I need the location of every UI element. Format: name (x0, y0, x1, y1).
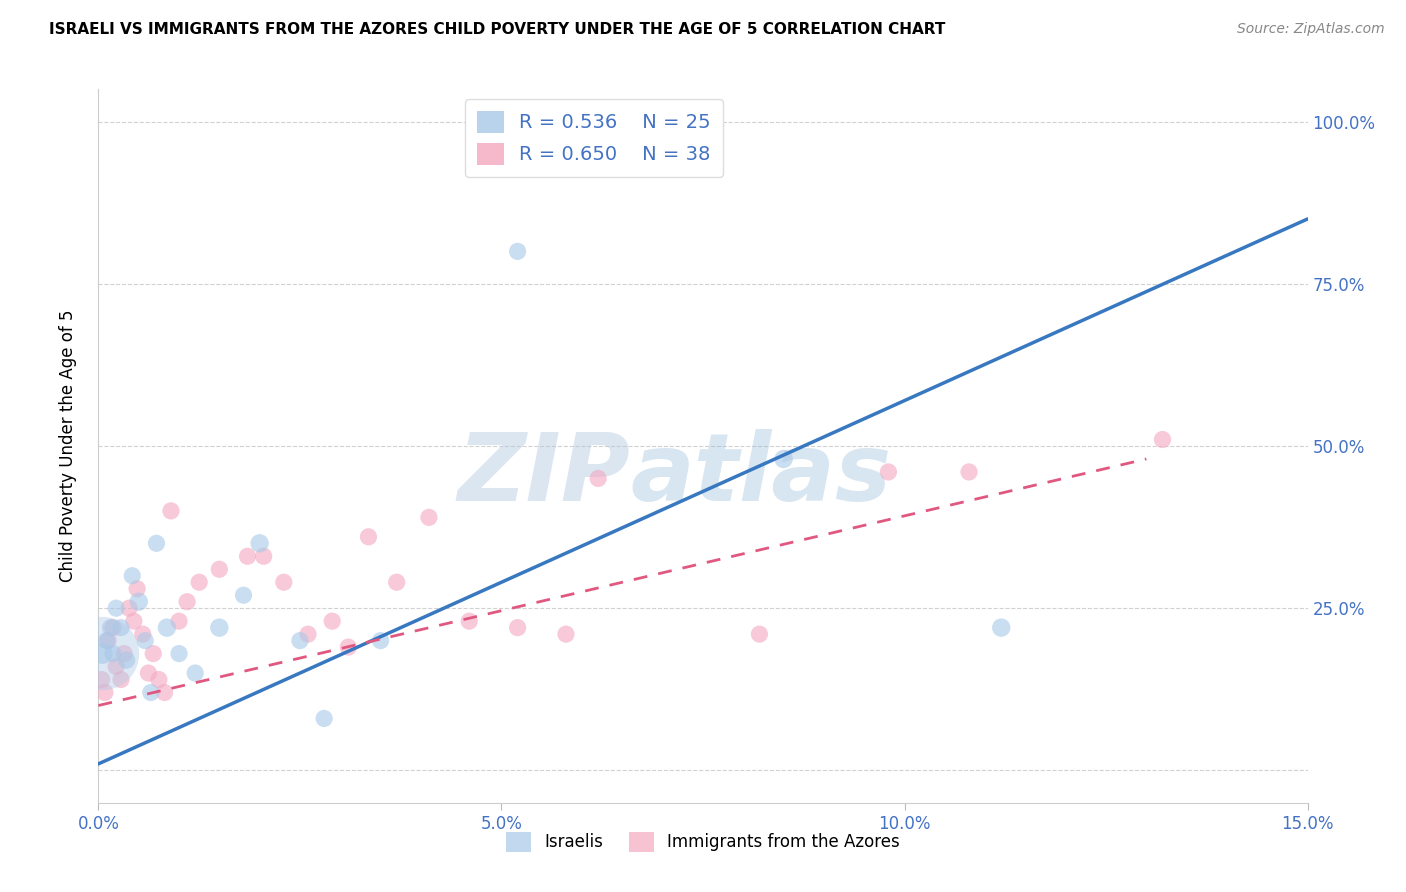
Point (134, 633, 156, 648)
Point (555, 627, 578, 641)
Point (138, 666, 160, 681)
Point (458, 614, 481, 628)
Point (167, 614, 190, 628)
Text: Source: ZipAtlas.com: Source: ZipAtlas.com (1237, 22, 1385, 37)
Point (105, 601, 128, 615)
Point (110, 621, 132, 635)
Point (148, 673, 170, 687)
Point (100, 621, 122, 635)
Point (188, 575, 211, 590)
Legend: Israelis, Immigrants from the Azores: Israelis, Immigrants from the Azores (499, 825, 907, 859)
Point (385, 575, 408, 590)
Point (586, 471, 609, 485)
Point (122, 614, 145, 628)
Point (101, 621, 124, 635)
Y-axis label: Child Poverty Under the Age of 5: Child Poverty Under the Age of 5 (59, 310, 77, 582)
Point (118, 601, 141, 615)
Point (357, 530, 380, 544)
Point (115, 653, 138, 667)
Point (236, 549, 259, 564)
Point (160, 504, 183, 518)
Point (176, 595, 198, 609)
Point (94, 685, 117, 699)
Point (110, 673, 132, 687)
Point (506, 244, 529, 259)
Point (167, 647, 190, 661)
Text: atlas: atlas (630, 428, 891, 521)
Text: ISRAELI VS IMMIGRANTS FROM THE AZORES CHILD POVERTY UNDER THE AGE OF 5 CORRELATI: ISRAELI VS IMMIGRANTS FROM THE AZORES CH… (49, 22, 946, 37)
Point (253, 549, 276, 564)
Point (208, 621, 231, 635)
Point (748, 627, 770, 641)
Point (97, 633, 120, 648)
Point (297, 627, 319, 641)
Point (990, 621, 1012, 635)
Point (101, 647, 124, 661)
Point (772, 452, 794, 467)
Point (288, 633, 311, 648)
Point (1152, 433, 1174, 447)
Point (273, 575, 295, 590)
Point (139, 685, 162, 699)
Point (153, 685, 176, 699)
Text: ZIP: ZIP (457, 428, 630, 521)
Point (121, 568, 143, 582)
Point (370, 633, 392, 648)
Point (142, 647, 165, 661)
Point (314, 711, 336, 725)
Point (91, 647, 114, 661)
Point (418, 510, 440, 524)
Point (156, 621, 179, 635)
Point (506, 621, 529, 635)
Point (208, 562, 231, 576)
Point (132, 627, 155, 641)
Point (184, 666, 207, 681)
Point (877, 465, 900, 479)
Point (128, 595, 150, 609)
Point (232, 588, 254, 602)
Point (249, 536, 271, 550)
Point (957, 465, 980, 479)
Point (112, 647, 135, 661)
Point (145, 536, 167, 550)
Point (91, 647, 114, 661)
Point (321, 614, 343, 628)
Point (127, 582, 149, 596)
Point (337, 640, 360, 654)
Point (105, 659, 128, 673)
Point (96, 633, 118, 648)
Point (90, 673, 112, 687)
